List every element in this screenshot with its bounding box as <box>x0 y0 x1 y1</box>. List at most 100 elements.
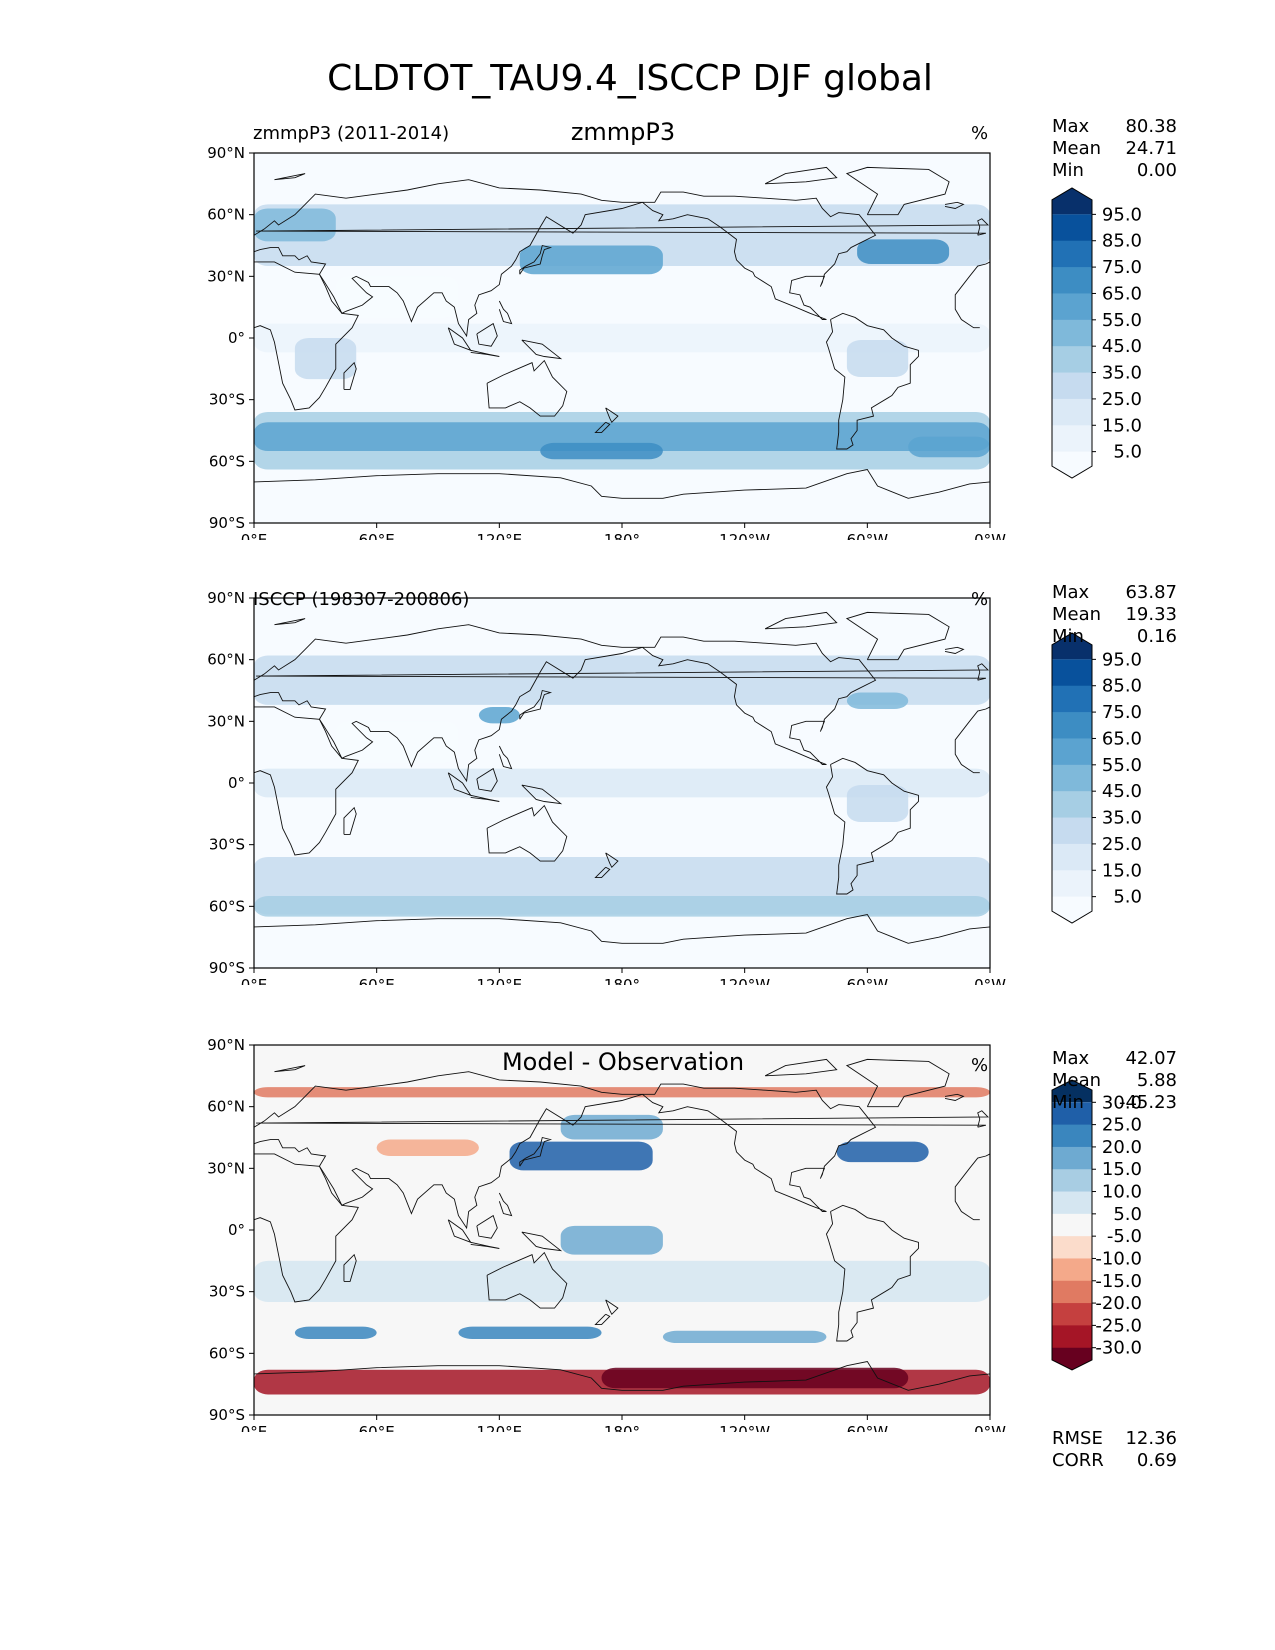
coastline <box>498 1192 513 1217</box>
coastline <box>254 1361 990 1391</box>
colorbar-label: -10.0 <box>1095 1248 1142 1269</box>
panel-2-stats: Max 42.07 Mean 5.88 Min -45.23 <box>1052 1048 1177 1114</box>
coastline <box>343 1253 357 1282</box>
lon-label: 180° <box>604 976 640 985</box>
panel-1-unit: % <box>971 589 989 610</box>
colorbar-swatch <box>1052 896 1092 923</box>
colorbar-label: 95.0 <box>1102 204 1142 225</box>
lon-label: 120°E <box>477 531 523 540</box>
colorbar-label: -25.0 <box>1095 1315 1142 1336</box>
figure-title: CLDTOT_TAU9.4_ISCCP DJF global <box>327 58 933 99</box>
coastline <box>605 1299 619 1316</box>
coastline <box>256 218 990 236</box>
lat-label: 90°N <box>207 1036 245 1054</box>
contour-band <box>254 323 990 353</box>
lat-label: 0° <box>228 329 245 347</box>
colorbar-swatch <box>1052 633 1092 660</box>
lon-label: 120°W <box>719 1423 770 1432</box>
coastline <box>254 646 643 783</box>
stat-name: Mean <box>1052 1070 1102 1091</box>
lat-label: 30°S <box>209 1283 245 1301</box>
coastline <box>642 1083 877 1212</box>
coastline <box>594 1313 611 1326</box>
contour-band <box>335 276 459 318</box>
coastline <box>519 1136 553 1167</box>
colorbar-label: 35.0 <box>1102 808 1142 829</box>
panel-1-left-label: ISCCP (198307-200806) <box>253 589 470 610</box>
lat-label: 90°S <box>209 1406 245 1424</box>
lon-label: 180° <box>604 531 640 540</box>
colorbar-swatch <box>1052 1146 1092 1170</box>
colorbar-label: 5.0 <box>1113 887 1142 908</box>
coastline <box>274 173 306 181</box>
lon-label: 60°W <box>847 1423 889 1432</box>
colorbar-label: 15.0 <box>1102 415 1142 436</box>
coastline <box>486 804 568 862</box>
stat-value: 63.87 <box>1125 582 1177 603</box>
colorbar-swatch <box>1052 425 1092 453</box>
colorbar-label: 65.0 <box>1102 283 1142 304</box>
panel-0-left-label: zmmpP3 (2011-2014) <box>253 123 450 144</box>
colorbar-swatch <box>1052 843 1092 871</box>
stat-value: 24.71 <box>1125 138 1177 159</box>
contour-band <box>458 1326 602 1339</box>
lat-label: 60°S <box>209 1344 245 1362</box>
colorbar-label: -15.0 <box>1095 1271 1142 1292</box>
contour-band <box>560 1114 663 1140</box>
colorbar-label: 75.0 <box>1102 257 1142 278</box>
coastline <box>254 624 643 681</box>
colorbar-label: 15.0 <box>1102 1159 1142 1180</box>
stat-name: Mean <box>1052 138 1102 159</box>
contour-band <box>662 1330 827 1344</box>
contour-band <box>335 721 459 763</box>
panel-0-stats: Max 80.38 Mean 24.71 Min 0.00 <box>1052 116 1177 182</box>
lat-label: 30°N <box>207 1159 245 1177</box>
lat-label: 60°N <box>207 651 245 669</box>
colorbar-swatch <box>1052 1347 1092 1370</box>
contour-band <box>846 340 909 378</box>
lon-label: 120°E <box>477 1423 523 1432</box>
stat-value: 19.33 <box>1125 604 1177 625</box>
lon-label: 120°W <box>719 531 770 540</box>
lat-label: 60°N <box>207 1098 245 1116</box>
colorbar-swatch <box>1052 319 1092 347</box>
colorbar-swatch <box>1052 267 1092 294</box>
lat-label: 90°S <box>209 514 245 532</box>
contour-band <box>509 1141 653 1171</box>
colorbar-swatch <box>1052 1325 1092 1349</box>
coastline <box>498 300 513 325</box>
colorbar-label: 55.0 <box>1102 310 1142 331</box>
colorbar-swatch <box>1052 1102 1092 1126</box>
map-panel-difference: 90°N 60°N 30°N 0° 30°S 60°S 90°S0°E 60°E 120°E 18… <box>207 1036 1142 1432</box>
contour-band <box>478 706 520 724</box>
colorbar-outline <box>1051 1079 1093 1371</box>
stat-value: 12.36 <box>1125 1428 1177 1449</box>
coastline <box>254 1153 359 1303</box>
contour-band <box>254 655 990 705</box>
coastline <box>470 349 500 357</box>
coastline <box>954 1153 990 1221</box>
colorbar-label: 45.0 <box>1102 781 1142 802</box>
panel-1-stats: Max 63.87 Mean 19.33 Min 0.16 <box>1052 582 1177 648</box>
lon-label: 120°W <box>719 976 770 985</box>
colorbar-swatch <box>1052 764 1092 792</box>
colorbar-swatch <box>1052 398 1092 426</box>
lat-label: 90°S <box>209 959 245 977</box>
colorbar-swatch <box>1052 372 1092 400</box>
lat-label: 90°N <box>207 144 245 162</box>
contour-band <box>846 692 909 709</box>
colorbar-swatch <box>1052 451 1092 478</box>
coastline <box>944 1093 965 1101</box>
contour-band <box>376 1139 479 1156</box>
coastline <box>476 1214 498 1239</box>
lat-label: 30°N <box>207 712 245 730</box>
colorbar-label: 10.0 <box>1102 1182 1142 1203</box>
colorbar-swatch <box>1052 214 1092 242</box>
coastline <box>764 1058 838 1077</box>
colorbar-label: 55.0 <box>1102 755 1142 776</box>
colorbar-swatch <box>1052 1280 1092 1304</box>
coastline <box>825 312 919 450</box>
lon-label: 60°E <box>359 1423 395 1432</box>
coastline <box>594 866 611 879</box>
contour-band <box>294 338 357 380</box>
